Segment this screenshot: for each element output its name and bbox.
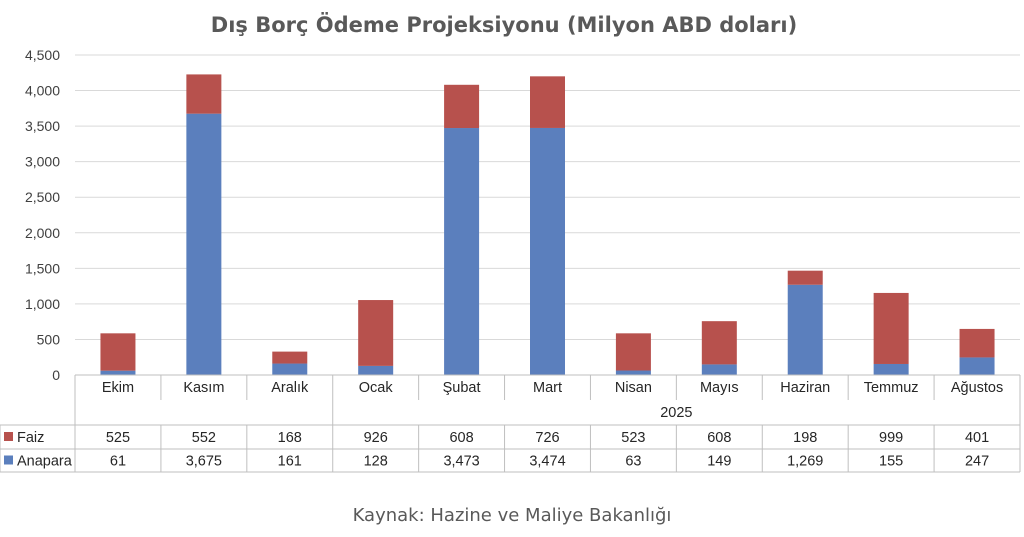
x-tick-label: Şubat — [443, 380, 481, 396]
bar-anapara — [358, 365, 394, 375]
bar-anapara — [873, 363, 909, 375]
data-label: 552 — [192, 430, 216, 446]
y-axis: 0 500 1,000 1,500 2,000 2,500 3,000 3,500 4,000 4… — [25, 47, 60, 383]
legend-label-faiz: Faiz — [17, 430, 44, 446]
bar-anapara — [787, 284, 823, 375]
year-group-label: 2025 — [660, 405, 692, 421]
bar-anapara — [959, 357, 995, 375]
data-label: 608 — [449, 430, 473, 446]
bar-faiz — [615, 333, 651, 371]
data-label: 608 — [707, 430, 731, 446]
x-tick-label: Kasım — [183, 380, 224, 396]
data-label: 61 — [110, 454, 126, 470]
data-label: 401 — [965, 430, 989, 446]
bar-faiz — [100, 333, 136, 371]
legend-key-faiz — [4, 432, 13, 441]
data-label: 3,675 — [186, 454, 222, 470]
x-tick-label: Ekim — [102, 380, 134, 396]
bar-faiz — [272, 351, 308, 364]
x-tick-label: Haziran — [780, 380, 830, 396]
chart-title: Dış Borç Ödeme Projeksiyonu (Milyon ABD … — [211, 12, 797, 37]
bar-anapara — [530, 127, 565, 376]
x-tick-label: Ocak — [359, 380, 394, 396]
data-label: 168 — [278, 430, 302, 446]
bar-anapara — [615, 370, 651, 375]
data-label: 247 — [965, 454, 989, 470]
bars — [100, 74, 995, 376]
x-tick-label: Ağustos — [951, 380, 1003, 396]
bar-faiz — [530, 76, 565, 128]
y-tick-label: 2,000 — [25, 225, 60, 241]
data-label: 128 — [364, 454, 388, 470]
legend-label-anapara: Anapara — [17, 454, 73, 470]
data-label: 1,269 — [787, 454, 823, 470]
source-note: Kaynak: Hazine ve Maliye Bakanlığı — [353, 505, 672, 526]
bar-faiz — [959, 328, 995, 358]
data-label: 63 — [625, 454, 641, 470]
data-label: 161 — [278, 454, 302, 470]
y-tick-label: 1,000 — [25, 296, 60, 312]
data-label: 3,473 — [443, 454, 479, 470]
data-label: 149 — [707, 454, 731, 470]
bar-anapara — [701, 364, 737, 375]
y-tick-label: 1,500 — [25, 260, 60, 276]
data-label: 525 — [106, 430, 130, 446]
data-label: 198 — [793, 430, 817, 446]
bar-faiz — [444, 84, 480, 129]
data-label: 523 — [621, 430, 645, 446]
bar-faiz — [701, 321, 737, 365]
bar-anapara — [100, 370, 136, 375]
y-tick-label: 500 — [37, 331, 61, 347]
bar-faiz — [873, 292, 909, 364]
x-tick-label: Mart — [533, 380, 562, 396]
y-tick-label: 3,500 — [25, 118, 60, 134]
data-table: Ekim Kasım Aralık Ocak Şubat Mart Nisan Mayıs Ha… — [0, 374, 1021, 473]
data-label: 926 — [364, 430, 388, 446]
x-tick-label: Mayıs — [700, 380, 739, 396]
bar-faiz — [787, 270, 823, 285]
y-tick-label: 2,500 — [25, 189, 60, 205]
bar-anapara — [186, 113, 222, 376]
legend-key-anapara — [4, 455, 13, 465]
data-label: 726 — [535, 430, 559, 446]
bar-faiz — [358, 300, 394, 366]
x-tick-label: Nisan — [615, 380, 652, 396]
bar-anapara — [272, 363, 308, 375]
y-tick-label: 4,500 — [25, 47, 60, 63]
y-tick-label: 4,000 — [25, 83, 60, 99]
y-tick-label: 0 — [52, 367, 60, 383]
x-tick-label: Aralık — [271, 380, 309, 396]
data-label: 155 — [879, 454, 903, 470]
x-tick-label: Temmuz — [864, 380, 919, 396]
bar-anapara — [444, 128, 480, 375]
bar-faiz — [186, 74, 222, 114]
y-tick-label: 3,000 — [25, 154, 60, 170]
data-label: 3,474 — [529, 454, 565, 470]
data-label: 999 — [879, 430, 903, 446]
